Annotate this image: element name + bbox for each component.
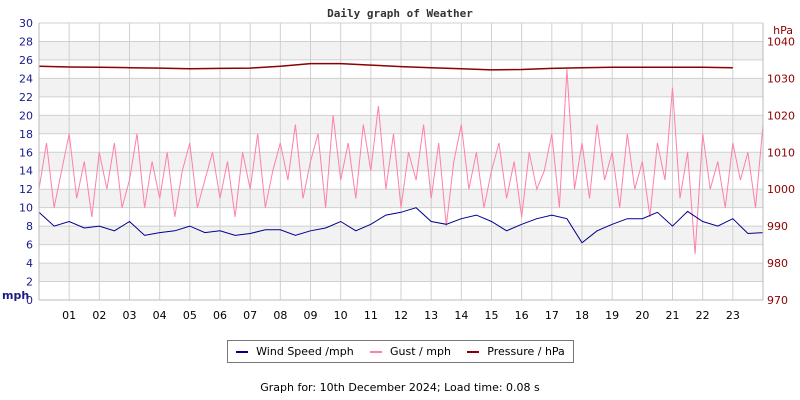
footer-text: Graph for: 10th December 2024; Load time…	[260, 381, 540, 394]
y-tick-label: 4	[26, 257, 33, 270]
y2-tick-label: 1020	[767, 109, 795, 122]
x-tick-label: 21	[666, 309, 680, 322]
x-tick-label: 07	[243, 309, 257, 322]
legend-item-wind: Wind Speed /mph	[236, 345, 354, 358]
legend-item-pressure: Pressure / hPa	[467, 345, 565, 358]
x-tick-label: 20	[635, 309, 649, 322]
y2-tick-label: 1030	[767, 72, 795, 85]
y-tick-label: 20	[19, 109, 33, 122]
y-tick-label: 6	[26, 239, 33, 252]
x-tick-label: 14	[454, 309, 468, 322]
y-tick-label: 0	[26, 294, 33, 307]
axes: 0246810121416182022242628309709809901000…	[19, 17, 795, 322]
y-tick-label: 26	[19, 54, 33, 67]
x-tick-label: 04	[153, 309, 167, 322]
x-tick-label: 06	[213, 309, 227, 322]
x-tick-label: 01	[62, 309, 76, 322]
y2-tick-label: 1010	[767, 146, 795, 159]
y-tick-label: 14	[19, 165, 33, 178]
x-tick-label: 10	[334, 309, 348, 322]
y-tick-label: 12	[19, 183, 33, 196]
x-tick-label: 11	[364, 309, 378, 322]
gust-line	[38, 32, 764, 254]
x-tick-label: 13	[424, 309, 438, 322]
legend-item-gust: Gust / mph	[370, 345, 451, 358]
x-tick-label: 22	[696, 309, 710, 322]
gust-swatch	[370, 351, 383, 353]
y-tick-label: 2	[26, 276, 33, 289]
chart-title: Daily graph of Weather	[327, 7, 473, 20]
x-tick-label: 05	[183, 309, 197, 322]
y2-tick-label: 1040	[767, 35, 795, 48]
y-tick-label: 8	[26, 220, 33, 233]
y2-tick-label: 1000	[767, 183, 795, 196]
x-tick-label: 08	[273, 309, 287, 322]
wind-swatch	[236, 351, 249, 353]
pressure-swatch	[467, 351, 480, 353]
y-tick-label: 30	[19, 17, 33, 30]
x-tick-label: 03	[123, 309, 137, 322]
legend: Wind Speed /mph Gust / mph Pressure / hP…	[227, 340, 574, 363]
legend-label: Wind Speed /mph	[256, 345, 354, 358]
y2-tick-label: 970	[767, 294, 788, 307]
legend-label: Gust / mph	[390, 345, 451, 358]
y-tick-label: 16	[19, 146, 33, 159]
y-tick-label: 24	[19, 72, 33, 85]
x-tick-label: 02	[92, 309, 106, 322]
y-tick-label: 10	[19, 202, 33, 215]
x-tick-label: 17	[545, 309, 559, 322]
pressure-line	[38, 62, 733, 71]
x-tick-label: 23	[726, 309, 740, 322]
x-tick-label: 15	[485, 309, 499, 322]
y-tick-label: 22	[19, 91, 33, 104]
legend-label: Pressure / hPa	[487, 345, 565, 358]
x-tick-label: 18	[575, 309, 589, 322]
x-tick-label: 19	[605, 309, 619, 322]
y2-tick-label: 990	[767, 220, 788, 233]
y-axis-label: mph	[2, 289, 29, 302]
y2-tick-label: 980	[767, 257, 788, 270]
weather-chart: Daily graph of Weather 02468101214161820…	[2, 7, 795, 322]
x-tick-label: 09	[304, 309, 318, 322]
y-tick-label: 28	[19, 35, 33, 48]
x-tick-label: 16	[515, 309, 529, 322]
x-tick-label: 12	[394, 309, 408, 322]
y2-axis-label: hPa	[773, 24, 793, 37]
y-tick-label: 18	[19, 128, 33, 141]
